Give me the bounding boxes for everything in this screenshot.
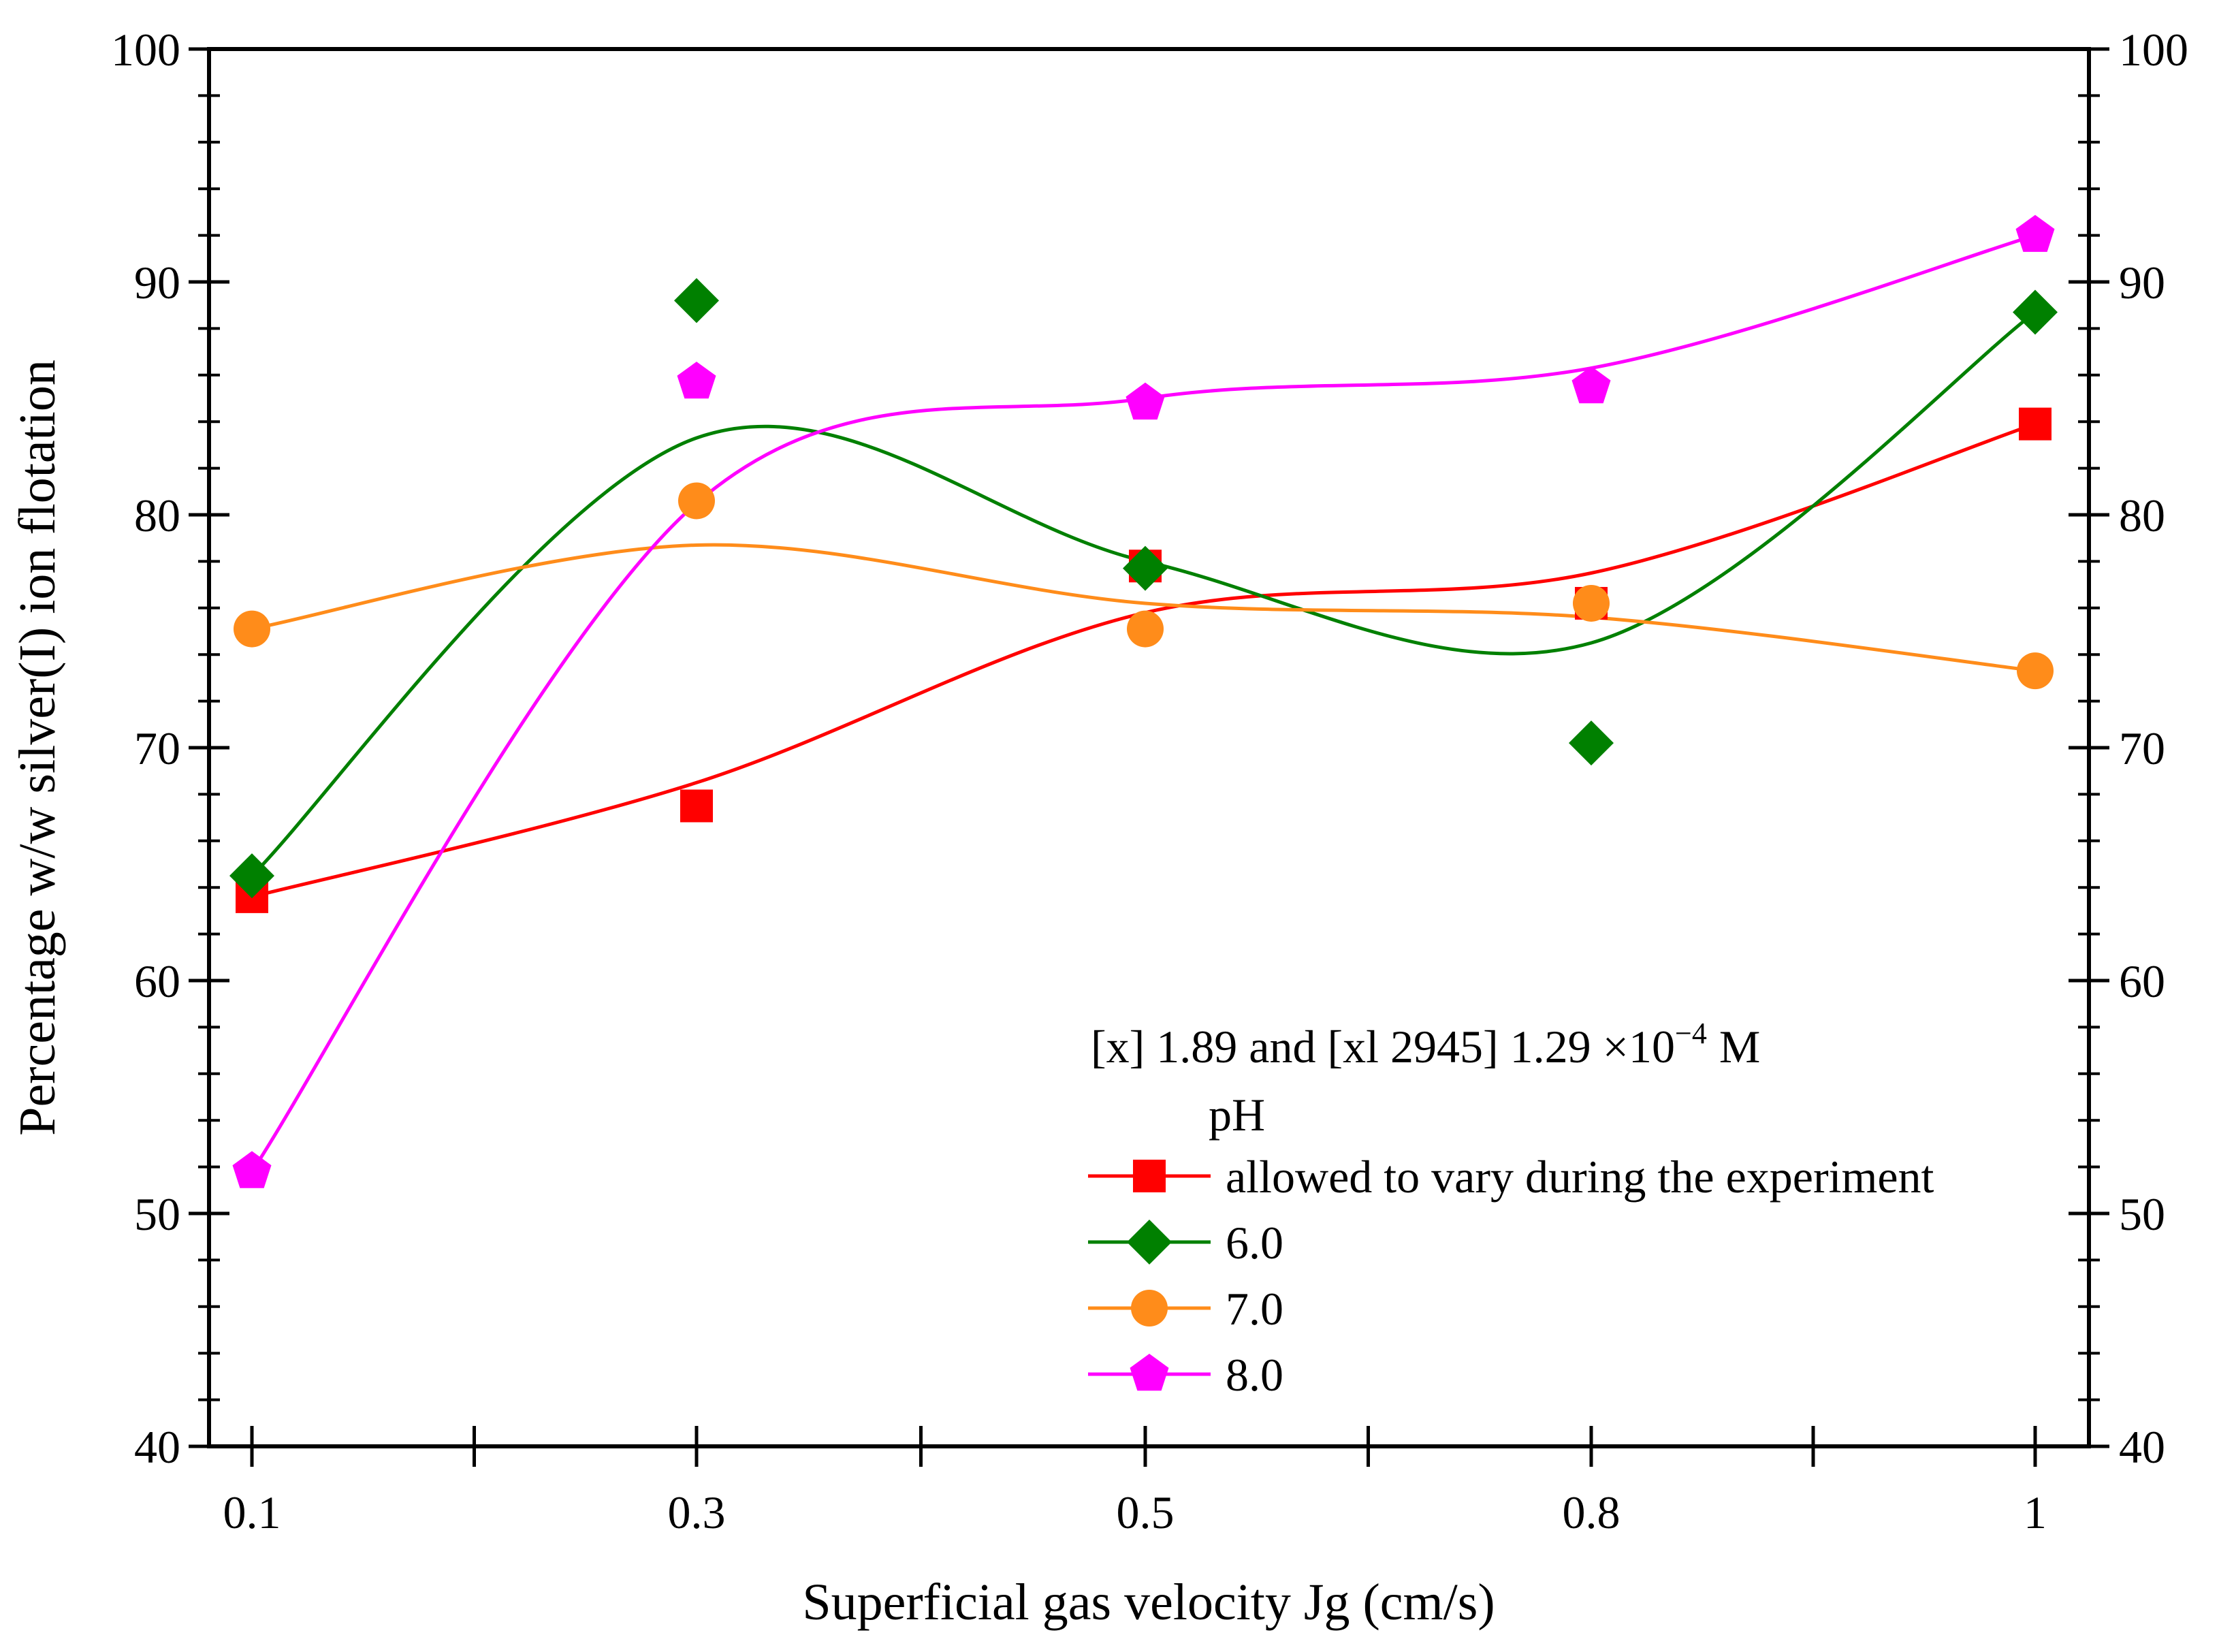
legend-marker-0	[1133, 1160, 1166, 1192]
y-axis-right: 40 50 60 70 80 90 100	[2069, 24, 2188, 1473]
legend: [x] 1.89 and [xl 2945] 1.29 ×10−4 M pH al…	[1088, 1017, 1934, 1401]
y-tick-label: 100	[111, 24, 180, 76]
fit-curve-2	[251, 543, 2036, 673]
x-axis-title: Superficial gas velocity Jg (cm/s)	[802, 1574, 1495, 1631]
minor-ticks	[198, 94, 2100, 1401]
y2-tick-label: 70	[2119, 722, 2165, 774]
y-tick-label: 50	[134, 1188, 180, 1240]
fit-curve-0	[251, 422, 2036, 899]
legend-header-unit: M	[1719, 1021, 1760, 1073]
data-point-2-1	[678, 482, 715, 520]
data-point-3-4	[2015, 215, 2055, 252]
y-tick-label: 70	[134, 722, 180, 774]
data-point-2-3	[1573, 584, 1610, 622]
data-point-2-4	[2017, 652, 2054, 690]
y2-tick-label: 80	[2119, 490, 2165, 541]
x-tick-label: 0.3	[668, 1487, 726, 1538]
y2-tick-label: 90	[2119, 257, 2165, 308]
data-point-1-3	[1569, 720, 1614, 766]
legend-header-line2: pH	[1209, 1089, 1265, 1141]
x-tick-label: 1	[2024, 1487, 2047, 1538]
y-tick-label: 40	[134, 1421, 180, 1473]
legend-header-exponent: −4	[1675, 1017, 1707, 1050]
x-axis: 0.1 0.3 0.5 0.8 1	[223, 1426, 2047, 1538]
y-tick-label: 80	[134, 490, 180, 541]
y-axis-left: 40 50 60 70 80 90 100	[111, 24, 229, 1473]
data-point-0-4	[2019, 407, 2052, 441]
y2-tick-label: 50	[2119, 1188, 2165, 1240]
y-tick-label: 60	[134, 955, 180, 1007]
legend-marker-1	[1127, 1220, 1172, 1265]
legend-entries: allowed to vary during the experiment 6.0…	[1088, 1151, 1934, 1401]
y2-tick-label: 60	[2119, 955, 2165, 1007]
legend-label-1: 6.0	[1226, 1217, 1283, 1269]
x-tick-label: 0.1	[223, 1487, 281, 1538]
data-point-0-1	[680, 789, 713, 823]
y2-tick-label: 40	[2119, 1421, 2165, 1473]
data-point-3-1	[677, 362, 716, 399]
data-point-2-0	[234, 610, 270, 648]
data-point-1-1	[674, 278, 719, 323]
fit-curve-3	[250, 234, 2036, 1173]
legend-label-3: 8.0	[1226, 1349, 1283, 1401]
legend-marker-2	[1131, 1290, 1168, 1327]
data-point-1-4	[2013, 289, 2058, 335]
legend-marker-3	[1130, 1354, 1169, 1391]
data-point-3-2	[1126, 382, 1165, 420]
data-point-3-3	[1571, 366, 1611, 404]
data-points	[229, 215, 2058, 1188]
y-axis-title: Percentage w/w silver(I) ion flotation	[9, 360, 66, 1136]
y-tick-label: 90	[134, 257, 180, 308]
legend-header-line1: [x] 1.89 and [xl 2945] 1.29 ×10−4 M	[1091, 1017, 1760, 1073]
y2-tick-label: 100	[2119, 24, 2188, 76]
data-point-1-2	[1123, 545, 1168, 591]
x-tick-label: 0.5	[1117, 1487, 1175, 1538]
data-point-3-0	[232, 1151, 272, 1188]
legend-header-text: [x] 1.89 and [xl 2945] 1.29 ×10	[1091, 1021, 1675, 1073]
legend-label-2: 7.0	[1226, 1283, 1283, 1335]
data-point-1-0	[229, 853, 274, 899]
legend-label-0: allowed to vary during the experiment	[1226, 1151, 1934, 1203]
data-point-2-2	[1127, 610, 1164, 648]
x-tick-label: 0.8	[1563, 1487, 1621, 1538]
